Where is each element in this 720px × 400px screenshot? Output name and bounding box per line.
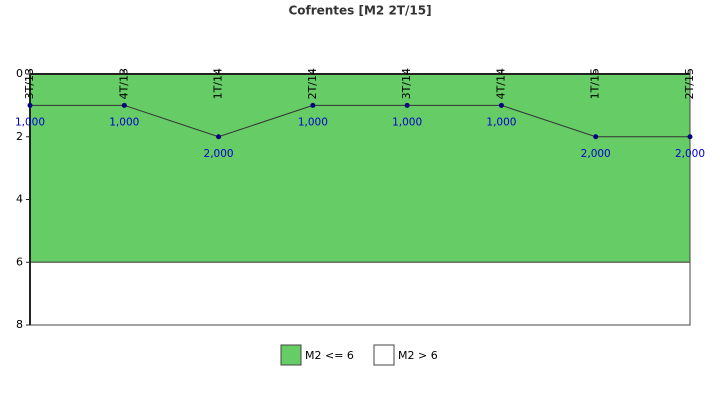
band — [29, 73, 691, 263]
legend-label: M2 <= 6 — [305, 349, 354, 362]
value-label: 1,000 — [392, 116, 422, 128]
value-label: 1,000 — [109, 116, 139, 128]
point — [498, 102, 504, 108]
x-tick-label: 4T/13 — [117, 68, 130, 99]
point — [593, 134, 599, 140]
y-tick-label: 0 — [16, 67, 23, 80]
x-tick-label: 3T/13 — [23, 68, 36, 99]
point — [404, 102, 410, 108]
legend-swatch — [373, 344, 395, 366]
x-tick-label: 1T/14 — [212, 68, 225, 99]
x-tick-label: 1T/15 — [589, 68, 602, 99]
x-tick-label: 3T/14 — [400, 68, 413, 99]
y-tick-label: 6 — [16, 255, 23, 268]
x-tick-label: 2T/14 — [306, 68, 319, 99]
point — [216, 134, 222, 140]
legend-swatch — [280, 344, 302, 366]
x-tick-label: 4T/14 — [494, 68, 507, 99]
value-label: 2,000 — [204, 148, 234, 160]
point — [310, 102, 316, 108]
band — [29, 261, 691, 326]
value-label: 1,000 — [15, 116, 45, 128]
value-label: 1,000 — [298, 116, 328, 128]
value-label: 2,000 — [675, 148, 705, 160]
line — [30, 104, 690, 138]
y-tick-label: 8 — [16, 318, 23, 331]
y-tick-label: 2 — [16, 130, 23, 143]
y-tick-label: 4 — [16, 193, 23, 206]
point — [121, 102, 127, 108]
point — [687, 134, 693, 140]
value-label: 2,000 — [581, 148, 611, 160]
chart-title: Cofrentes [M2 2T/15] — [288, 4, 431, 18]
legend-label: M2 > 6 — [398, 349, 438, 362]
x-tick-label: 2T/15 — [683, 68, 696, 99]
value-label: 1,000 — [486, 116, 516, 128]
point — [27, 102, 33, 108]
